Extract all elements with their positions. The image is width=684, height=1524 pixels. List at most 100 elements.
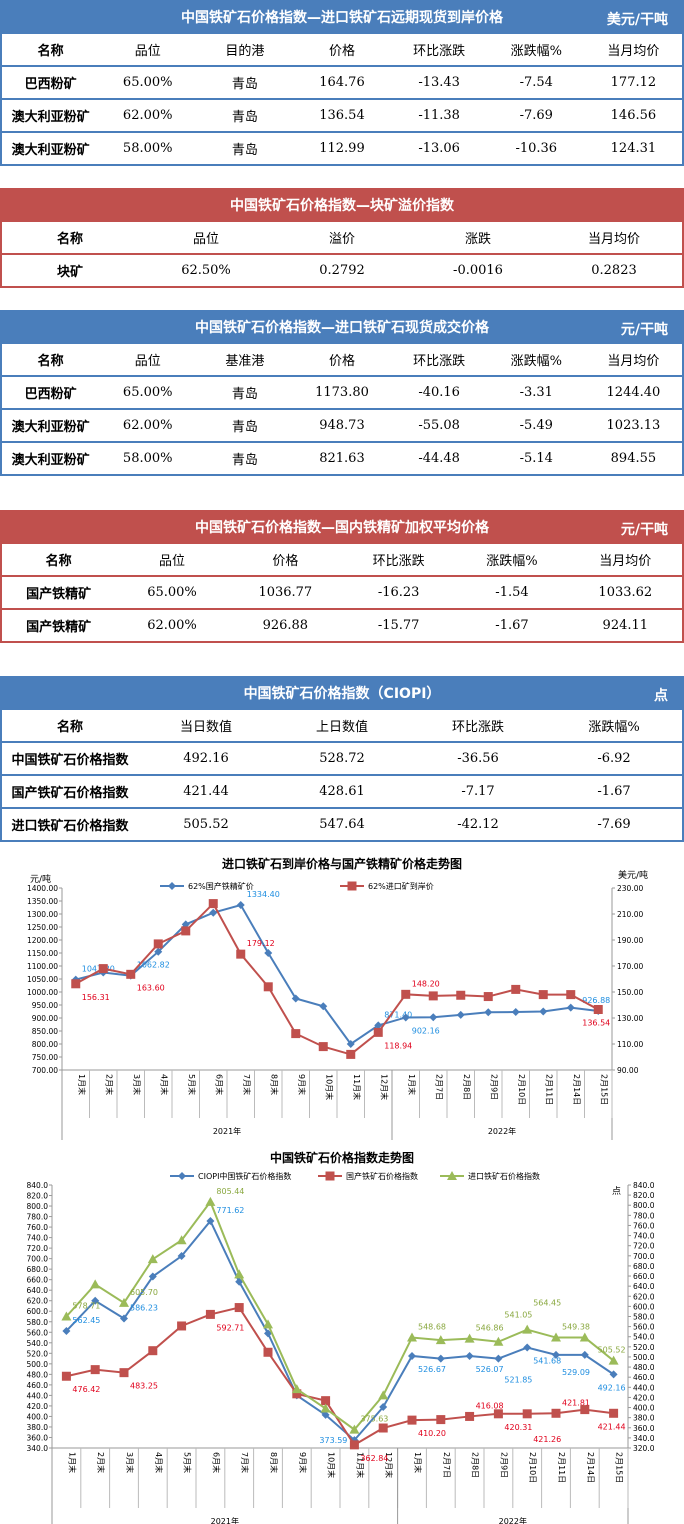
x-tick-label: 1月末: [407, 1074, 417, 1095]
table-title: 中国铁矿石价格指数—进口铁矿石现货成交价格: [195, 320, 489, 336]
y-tick-label-left: 680.0: [27, 1265, 49, 1274]
data-point: [401, 1013, 410, 1022]
table-cell: -13.06: [418, 141, 460, 156]
data-label: 771.62: [216, 1206, 244, 1215]
table-cell: -7.69: [597, 817, 631, 832]
data-point: [483, 992, 493, 1002]
y-tick-label-right: 660.0: [633, 1272, 655, 1281]
y-tick-label-left: 700.0: [27, 1255, 49, 1264]
y-tick-label-right: 400.0: [633, 1404, 655, 1413]
data-point: [429, 1013, 438, 1022]
data-point: [236, 901, 245, 910]
x-tick-label: 2月15日: [615, 1452, 624, 1483]
column-header: 名称: [37, 354, 64, 369]
y-tick-label-left: 700.00: [32, 1066, 58, 1075]
legend-label: 国产铁矿石价格指数: [346, 1171, 418, 1181]
x-tick-label: 10月末: [327, 1452, 337, 1478]
table-cell: -15.77: [377, 618, 420, 633]
column-header: 品位: [134, 44, 161, 59]
data-point: [319, 1002, 328, 1011]
data-point: [373, 1027, 383, 1037]
x-tick-label: 2月15日: [599, 1074, 608, 1105]
y-tick-label-left: 640.0: [27, 1286, 49, 1295]
data-label: 926.88: [582, 996, 610, 1005]
data-label: 476.42: [72, 1385, 100, 1394]
table-3: 中国铁矿石价格指数—进口铁矿石现货成交价格 元/干吨 名称 品位 基准港 价格 环比涨跌 涨跌…: [0, 310, 684, 476]
y-tick-label-right: 780.0: [633, 1211, 655, 1220]
table-cell: 58.00%: [122, 451, 173, 466]
y-tick-label-left: 520.0: [27, 1349, 49, 1358]
table-cell: -7.69: [519, 108, 553, 123]
y-tick-label-left: 580.0: [27, 1318, 49, 1327]
data-label: 541.68: [533, 1357, 561, 1366]
x-tick-label: 10月末: [324, 1074, 334, 1100]
x-tick-label: 6月末: [211, 1452, 221, 1473]
column-header: 环比涨跌: [372, 554, 425, 569]
y-tick-label-right: 210.00: [617, 910, 643, 919]
y-tick-label-right: 540.0: [633, 1333, 655, 1342]
y-tick-label-left: 900.00: [32, 1014, 58, 1023]
table-unit: 元/干吨: [620, 522, 668, 538]
legend-marker: [178, 1172, 186, 1180]
data-point: [291, 1029, 301, 1039]
table-cell: 国产铁精矿: [26, 587, 92, 602]
y-tick-label-right: 110.00: [617, 1040, 643, 1049]
table-4: 中国铁矿石价格指数—国内铁精矿加权平均价格 元/干吨 名称 品位 价格 环比涨跌 涨跌幅% 当…: [0, 510, 684, 643]
table-cell: 924.11: [602, 618, 649, 633]
y-tick-label-right: 360.0: [633, 1424, 655, 1433]
data-point: [407, 1415, 417, 1425]
table-cell: 澳大利亚粉矿: [11, 110, 90, 125]
table-header-row: 名称 品位 价格 环比涨跌 涨跌幅% 当月均价: [0, 544, 684, 577]
table-cell: 65.00%: [122, 385, 173, 400]
table-unit: 元/干吨: [620, 322, 668, 338]
table-cell: 块矿: [56, 265, 83, 280]
column-header: 基准港: [225, 354, 265, 369]
table-row: 澳大利亚粉矿 62.00% 青岛 948.73 -55.08 -5.49 1023.13: [0, 410, 684, 443]
data-point: [153, 939, 163, 949]
data-label: 541.05: [504, 1311, 532, 1320]
table-row: 块矿 62.50% 0.2792 -0.0016 0.2823: [0, 255, 684, 288]
y-tick-label-left: 1300.00: [27, 910, 58, 919]
table-cell: 124.31: [610, 141, 657, 156]
table-unit: 点: [654, 688, 668, 704]
data-point: [120, 1314, 128, 1323]
data-label: 421.26: [533, 1435, 561, 1444]
table-cell: -7.17: [461, 784, 495, 799]
data-point: [579, 1332, 590, 1342]
y-tick-label-left: 420.0: [27, 1402, 49, 1411]
data-point: [407, 1332, 417, 1342]
table-cell: 62.00%: [122, 418, 173, 433]
table-cell: 1023.13: [606, 418, 661, 433]
x-tick-label: 2月14日: [572, 1074, 581, 1105]
table-cell: 58.00%: [122, 141, 173, 156]
data-point: [90, 1365, 100, 1375]
data-label: 156.31: [82, 993, 110, 1002]
x-tick-label: 2月10日: [517, 1074, 526, 1105]
y-tick-label-right: 500.0: [633, 1353, 655, 1362]
data-point: [205, 1309, 215, 1319]
x-tick-label: 8月末: [269, 1452, 279, 1473]
y-tick-label-left: 800.00: [32, 1040, 58, 1049]
data-point: [465, 1411, 475, 1421]
table-cell: 62.00%: [122, 108, 173, 123]
table-row: 巴西粉矿 65.00% 青岛 164.76 -13.43 -7.54 177.12: [0, 67, 684, 100]
table-title: 中国铁矿石价格指数—块矿溢价指数: [230, 198, 454, 214]
y-tick-label-right: 740.0: [633, 1232, 655, 1241]
table-cell: -16.23: [377, 585, 420, 600]
table-cell: 65.00%: [147, 585, 197, 600]
table-2: 中国铁矿石价格指数—块矿溢价指数 名称 品位 溢价 涨跌 当月均价 块矿 62.50% 0.27…: [0, 188, 684, 288]
data-label: 373.59: [319, 1436, 347, 1445]
data-label: 564.45: [533, 1299, 561, 1308]
data-label: 421.44: [598, 1422, 626, 1431]
table-cell: -0.0016: [453, 263, 503, 278]
y-tick-label-left: 760.0: [27, 1223, 49, 1232]
data-label: 546.86: [476, 1324, 504, 1333]
data-point: [291, 1384, 302, 1394]
data-point: [154, 947, 163, 956]
x-tick-label: 2月8日: [471, 1452, 480, 1478]
table-cell: -5.14: [519, 451, 553, 466]
y-tick-label-right: 580.0: [633, 1313, 655, 1322]
data-point: [593, 1004, 603, 1014]
y-tick-label-right: 680.0: [633, 1262, 655, 1271]
data-point: [580, 1405, 590, 1415]
